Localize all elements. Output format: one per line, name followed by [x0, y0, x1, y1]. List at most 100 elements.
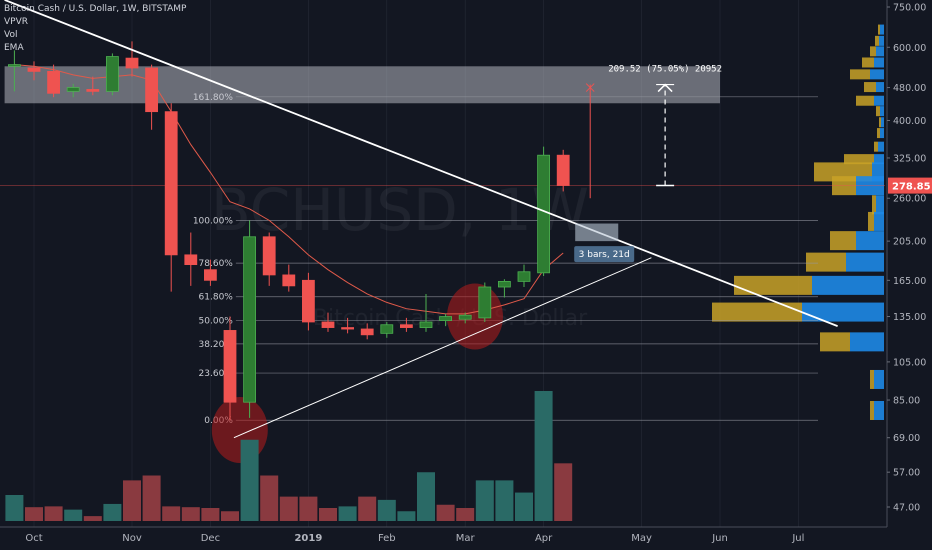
candle-body[interactable]: [380, 324, 394, 334]
last-price-label: 278.85: [892, 182, 931, 193]
vpvr-up-bar: [880, 106, 884, 117]
price-axis-label: 750.00: [893, 3, 926, 14]
price-axis-label: 69.00: [893, 433, 920, 444]
volume-bar: [358, 496, 377, 521]
candle-body[interactable]: [321, 321, 335, 328]
price-axis-label: 47.00: [893, 503, 920, 514]
vpvr-up-bar: [874, 369, 884, 389]
candle-body[interactable]: [125, 57, 139, 69]
volume-bar: [475, 480, 494, 521]
candle-body[interactable]: [106, 56, 119, 92]
vpvr-up-bar: [876, 82, 884, 93]
vpvr-up-bar: [876, 195, 884, 215]
time-axis-label: Jun: [711, 533, 728, 544]
indicator-vpvr[interactable]: VPVR: [4, 17, 28, 27]
vpvr-up-bar: [856, 231, 884, 251]
trendline[interactable]: [233, 257, 652, 439]
fib-level-label: 61.80%: [199, 293, 234, 303]
price-axis-label: 400.00: [893, 116, 926, 127]
volume-bar: [240, 439, 259, 521]
candle-body[interactable]: [301, 279, 315, 323]
vpvr-down-bar: [878, 24, 880, 35]
volume-bar: [554, 463, 573, 521]
candle-body[interactable]: [517, 271, 531, 282]
candle-body[interactable]: [223, 330, 237, 403]
candle-body[interactable]: [497, 281, 511, 288]
vpvr-up-bar: [850, 332, 884, 352]
vpvr-down-bar: [879, 117, 881, 128]
volume-bar: [123, 480, 141, 521]
candle-body[interactable]: [145, 67, 159, 113]
volume-bar: [436, 504, 455, 521]
candle-body[interactable]: [262, 236, 276, 276]
vpvr-up-bar: [880, 24, 884, 35]
vpvr-up-bar: [879, 35, 884, 46]
price-axis-label: 57.00: [893, 468, 920, 479]
candle-body[interactable]: [360, 328, 374, 336]
volume-bar: [377, 499, 396, 521]
vpvr-up-bar: [878, 141, 884, 152]
candle-body[interactable]: [7, 64, 21, 67]
volume-bar: [515, 492, 533, 521]
indicator-ema[interactable]: EMA: [4, 43, 24, 53]
vpvr-down-bar: [870, 369, 874, 389]
candle-body[interactable]: [556, 154, 570, 186]
price-axis-label: 600.00: [893, 43, 926, 54]
vpvr-up-bar: [874, 211, 884, 231]
range-box[interactable]: [575, 223, 619, 242]
fib-level-label: 161.80%: [193, 93, 233, 103]
measure-label: 209.52 (75.05%) 20952: [608, 65, 722, 75]
candle-body[interactable]: [66, 87, 80, 92]
candle-body[interactable]: [203, 269, 217, 281]
candle-body[interactable]: [27, 67, 41, 72]
candle-body[interactable]: [341, 327, 355, 330]
volume-bar: [279, 496, 298, 521]
ema-line[interactable]: [14, 64, 564, 315]
volume-bar: [64, 509, 83, 521]
candle-body[interactable]: [439, 316, 453, 321]
volume-bar: [25, 507, 43, 521]
volume-bar: [221, 511, 239, 521]
candle-body[interactable]: [458, 314, 472, 320]
candle-body[interactable]: [537, 154, 550, 274]
volume-bar: [162, 506, 181, 521]
candle-body[interactable]: [399, 324, 413, 328]
vpvr-down-bar: [877, 128, 880, 139]
time-axis-label: Oct: [25, 533, 42, 544]
vpvr-down-bar: [876, 106, 880, 117]
highlight-circle[interactable]: [211, 397, 268, 464]
last-price-badge[interactable]: [888, 177, 932, 194]
volume-bar: [103, 503, 122, 521]
vpvr-up-bar: [874, 57, 884, 68]
trendline[interactable]: [4, 0, 838, 327]
symbol-title: Bitcoin Cash / U.S. Dollar, 1W, BITSTAMP: [4, 4, 187, 14]
price-axis-label: 260.00: [893, 194, 926, 205]
vpvr-down-bar: [862, 57, 874, 68]
candle-body[interactable]: [419, 321, 433, 328]
vpvr-down-bar: [875, 35, 879, 46]
candle-body[interactable]: [164, 111, 178, 256]
time-axis-label: May: [631, 533, 652, 544]
candle-body[interactable]: [478, 286, 492, 319]
fib-level-label: 50.00%: [199, 316, 234, 326]
candle-body[interactable]: [282, 274, 296, 287]
fib-level-label: 100.00%: [193, 216, 233, 226]
volume-bar: [338, 506, 357, 521]
vpvr-up-bar: [876, 46, 884, 57]
volume-bar: [456, 508, 475, 521]
vpvr-down-bar: [830, 231, 856, 251]
vpvr-up-bar: [846, 252, 884, 272]
vpvr-down-bar: [734, 275, 812, 295]
candle-body[interactable]: [184, 254, 198, 266]
vpvr-up-bar: [870, 69, 884, 80]
candle-body[interactable]: [243, 236, 257, 403]
vpvr-up-bar: [802, 302, 884, 322]
volume-bar: [83, 516, 102, 521]
highlight-circle[interactable]: [447, 283, 503, 350]
candle-body[interactable]: [47, 70, 60, 94]
indicator-vol[interactable]: Vol: [4, 30, 18, 40]
candle-body[interactable]: [86, 89, 100, 92]
